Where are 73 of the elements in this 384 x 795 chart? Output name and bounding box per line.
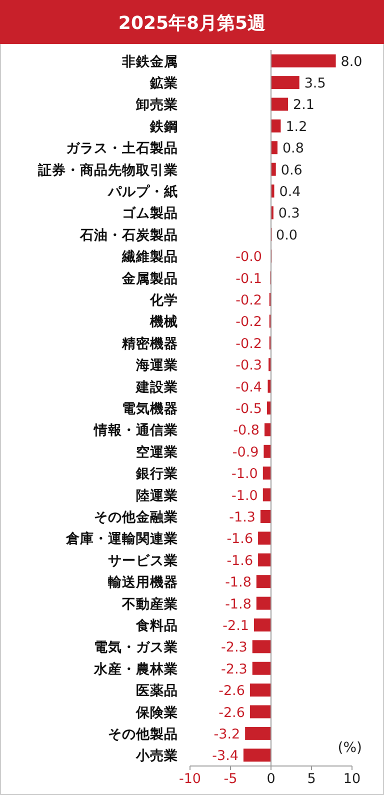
data-label: 0.4 xyxy=(279,184,301,200)
y-tick-label: 石油・石炭製品 xyxy=(79,227,178,244)
y-tick-label: 海運業 xyxy=(135,358,178,374)
data-label: -0.2 xyxy=(236,336,262,352)
data-label: -0.9 xyxy=(232,444,259,460)
data-label: -3.2 xyxy=(214,726,240,742)
chart-title: 2025年8月第5週 xyxy=(118,13,266,34)
data-label: -1.0 xyxy=(232,488,258,504)
data-label: -2.6 xyxy=(218,683,245,700)
y-tick-label: 水産・農林業 xyxy=(93,660,178,678)
y-tick-label: その他製品 xyxy=(108,726,178,742)
data-label: -1.8 xyxy=(225,596,252,612)
data-label: -1.0 xyxy=(232,466,258,482)
data-label: -0.4 xyxy=(236,379,262,396)
y-tick-label: 食料品 xyxy=(135,618,178,634)
y-tick-label: 機械 xyxy=(149,314,178,330)
y-tick-label: パルプ・紙 xyxy=(107,183,178,200)
y-tick-label: 鉄鋼 xyxy=(149,118,178,135)
data-label: -2.1 xyxy=(222,618,249,634)
data-label: 0.3 xyxy=(278,206,300,222)
data-label: -0.3 xyxy=(236,358,262,374)
y-tick-label: 医薬品 xyxy=(136,683,178,700)
y-tick-label: 倉庫・運輸関連業 xyxy=(65,530,178,548)
data-label: -1.3 xyxy=(229,509,256,526)
data-label: 0.8 xyxy=(282,140,304,157)
x-tick-label: 0 xyxy=(266,771,276,787)
y-tick-label: サービス業 xyxy=(108,552,178,569)
data-label: -0.2 xyxy=(236,292,262,309)
data-label: -0.5 xyxy=(236,401,262,417)
y-tick-label: 卸売業 xyxy=(135,97,178,114)
y-tick-label: 精密機器 xyxy=(121,334,178,352)
data-label: 3.5 xyxy=(304,76,326,92)
y-tick-label: 化学 xyxy=(149,292,178,309)
y-tick-label: 繊維製品 xyxy=(121,249,178,266)
data-label: -0.0 xyxy=(236,249,262,266)
data-label: -1.8 xyxy=(225,574,252,591)
y-tick-label: 保険業 xyxy=(135,704,178,721)
data-label: -2.6 xyxy=(218,704,245,721)
x-tick-label: 10 xyxy=(343,771,361,787)
y-tick-label: 非鉄金属 xyxy=(121,54,178,70)
y-tick-label: 輸送用機器 xyxy=(107,574,178,591)
x-tick-label: -10 xyxy=(178,771,202,787)
y-tick-label: その他金融業 xyxy=(94,509,178,526)
y-tick-label: 建設業 xyxy=(135,379,178,396)
data-label: -0.1 xyxy=(236,270,262,287)
y-tick-label: 電気・ガス業 xyxy=(94,640,178,656)
data-label: -2.3 xyxy=(221,661,248,678)
y-tick-label: 銀行業 xyxy=(135,466,178,482)
annotation: (%) xyxy=(338,740,362,756)
data-label: -0.8 xyxy=(233,422,260,439)
y-tick-label: 空運業 xyxy=(136,443,178,460)
y-tick-label: 不動産業 xyxy=(121,595,178,612)
data-label: 0.0 xyxy=(276,227,298,244)
data-label: -1.6 xyxy=(226,552,254,569)
data-label: -2.3 xyxy=(221,640,248,656)
data-label: -0.2 xyxy=(236,314,262,330)
y-tick-label: ガラス・土石製品 xyxy=(66,140,178,157)
data-label: 1.2 xyxy=(286,118,308,135)
data-label: 8.0 xyxy=(340,54,362,70)
y-tick-label: 陸運業 xyxy=(136,488,178,504)
x-tick-label: -5 xyxy=(224,771,238,787)
data-label: 0.6 xyxy=(280,162,302,178)
data-label: -1.6 xyxy=(226,531,254,548)
x-tick-label: 5 xyxy=(307,771,316,787)
y-tick-label: 金属製品 xyxy=(121,270,178,287)
y-tick-label: 電気機器 xyxy=(122,401,178,417)
y-tick-label: 小売業 xyxy=(135,748,178,764)
y-tick-label: ゴム製品 xyxy=(122,206,178,222)
y-tick-label: 鉱業 xyxy=(149,74,178,92)
data-label: -3.4 xyxy=(212,748,238,764)
y-tick-label: 情報・通信業 xyxy=(93,422,178,439)
data-label: 2.1 xyxy=(293,97,314,114)
y-tick-label: 証券・商品先物取引業 xyxy=(37,161,178,178)
